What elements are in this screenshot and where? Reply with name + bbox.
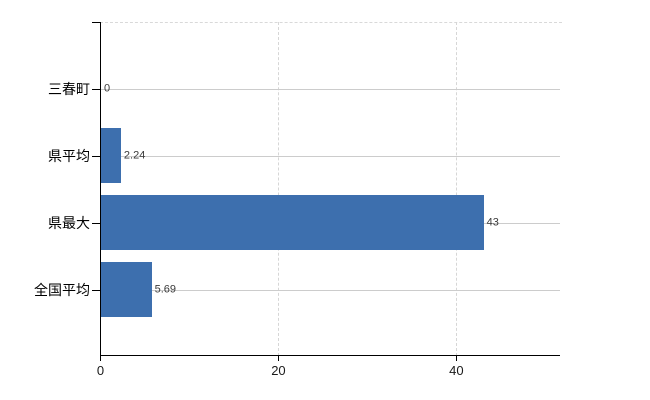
- v-gridline: [277, 22, 279, 356]
- y-axis-tick: [92, 155, 100, 157]
- plot-area: 三春町 0 県平均 2.24 県最大 43 全国平均 5.69 0 20 40: [34, 22, 562, 378]
- category-label: 県平均: [48, 147, 90, 164]
- x-tick-label: 20: [271, 363, 286, 378]
- bar: [101, 128, 121, 183]
- x-axis-tick: [100, 356, 101, 361]
- bar-row: 県平均 2.24: [48, 122, 560, 189]
- y-axis-tick: [92, 289, 100, 291]
- x-axis-tick: [455, 356, 457, 361]
- bar: [101, 262, 152, 317]
- bar-row: 三春町 0: [48, 55, 560, 122]
- bar-rows: 三春町 0 県平均 2.24 県最大 43 全国平均 5.69: [34, 22, 560, 356]
- value-label: 0: [104, 82, 111, 95]
- x-axis: [100, 355, 560, 356]
- y-axis-tick: [92, 88, 100, 90]
- x-tick-label: 0: [96, 363, 105, 378]
- h-gridline: [101, 88, 560, 90]
- x-tick-label: 40: [449, 363, 464, 378]
- plot-top-border: [100, 22, 562, 23]
- category-label: 県最大: [48, 214, 90, 231]
- y-axis-tick: [92, 222, 100, 224]
- bar-row: 全国平均 5.69: [34, 256, 560, 323]
- h-gridline: [101, 155, 560, 157]
- y-axis: [100, 22, 101, 356]
- value-label: 5.69: [154, 283, 177, 296]
- bar-row: 県最大 43: [48, 189, 560, 256]
- category-label: 三春町: [48, 80, 90, 97]
- value-label: 43: [486, 216, 499, 229]
- x-axis-tick: [277, 356, 279, 361]
- v-gridline: [455, 22, 457, 356]
- category-label: 全国平均: [34, 281, 90, 298]
- bar: [101, 195, 484, 250]
- y-axis-top-tick: [92, 22, 100, 23]
- h-gridline: [101, 289, 560, 291]
- value-label: 2.24: [123, 149, 146, 162]
